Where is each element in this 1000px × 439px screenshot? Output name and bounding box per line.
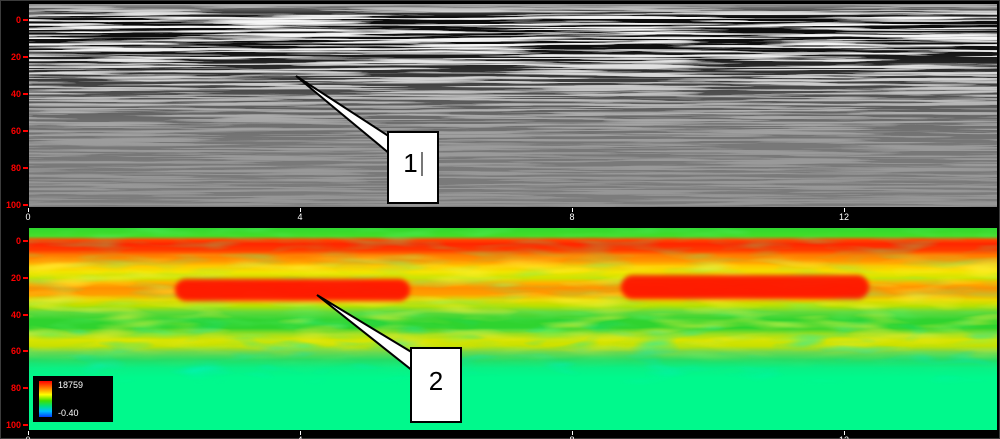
depth-tick-mark — [23, 56, 28, 58]
depth-tick-mark — [23, 204, 28, 206]
depth-tick-label: 100 — [5, 200, 21, 210]
depth-tick-mark — [23, 167, 28, 169]
distance-tick-mark-bottom — [844, 431, 845, 435]
callout-1-label: 1 — [403, 148, 418, 178]
colorbar-min-value: -0.40 — [58, 408, 79, 418]
colorbar-max-value: 18759 — [58, 380, 84, 390]
depth-tick-mark — [23, 313, 28, 316]
depth-tick-label: 100 — [5, 420, 21, 430]
depth-tick-label: 60 — [10, 346, 21, 357]
strong-reflector-segment-left — [175, 279, 410, 301]
distance-tick-mark — [844, 208, 845, 212]
colorbar-gradient — [39, 381, 52, 417]
depth-tick-mark — [23, 19, 28, 21]
depth-tick-label: 20 — [10, 52, 21, 62]
distance-tick-label: 12 — [838, 212, 850, 222]
distance-tick-mark-bottom — [28, 431, 29, 435]
distance-tick-mark — [572, 208, 573, 212]
distance-tick-mark-bottom — [300, 431, 301, 435]
callout-box-1[interactable]: 1 — [387, 131, 439, 204]
distance-tick-label-bottom: 4 — [297, 435, 302, 439]
distance-tick-label-bottom: 0 — [25, 435, 30, 439]
depth-tick-mark — [23, 240, 28, 242]
depth-tick-label: 80 — [10, 383, 21, 394]
amplitude-heatmap-panel[interactable]: 18759 -0.40 — [29, 228, 997, 430]
distance-tick-label: 4 — [297, 212, 303, 222]
depth-tick-label: 40 — [10, 309, 21, 320]
distance-tick-mark — [28, 208, 29, 212]
distance-tick-label-bottom: 8 — [569, 435, 574, 439]
depth-tick-mark — [23, 424, 28, 426]
depth-tick-mark — [23, 93, 28, 95]
depth-tick-label: 0 — [15, 15, 21, 25]
callout-2-label: 2 — [428, 365, 444, 396]
distance-tick-label: 8 — [569, 212, 575, 222]
depth-tick-label: 20 — [10, 272, 21, 283]
text-caret — [420, 151, 423, 176]
depth-tick-label: 40 — [10, 89, 21, 99]
callout-box-2[interactable]: 2 — [410, 347, 462, 423]
depth-tick-mark — [23, 276, 28, 279]
distance-tick-mark-bottom — [572, 431, 573, 435]
depth-tick-mark — [23, 387, 28, 390]
radargram-depth-fade — [29, 4, 997, 207]
depth-tick-label: 60 — [10, 126, 21, 136]
distance-tick-label-bottom: 12 — [839, 435, 849, 439]
distance-tick-label: 0 — [25, 212, 31, 222]
depth-tick-label: 80 — [10, 163, 21, 173]
depth-tick-label: 0 — [15, 236, 21, 246]
colorbar-legend: 18759 -0.40 — [33, 376, 113, 422]
distance-tick-mark — [300, 208, 301, 212]
amplitude-depth-bands — [29, 228, 997, 430]
radargram-grayscale-panel[interactable] — [29, 4, 997, 207]
strong-reflector-segment-right — [621, 275, 869, 299]
depth-tick-mark — [23, 130, 28, 132]
depth-tick-mark — [23, 350, 28, 353]
